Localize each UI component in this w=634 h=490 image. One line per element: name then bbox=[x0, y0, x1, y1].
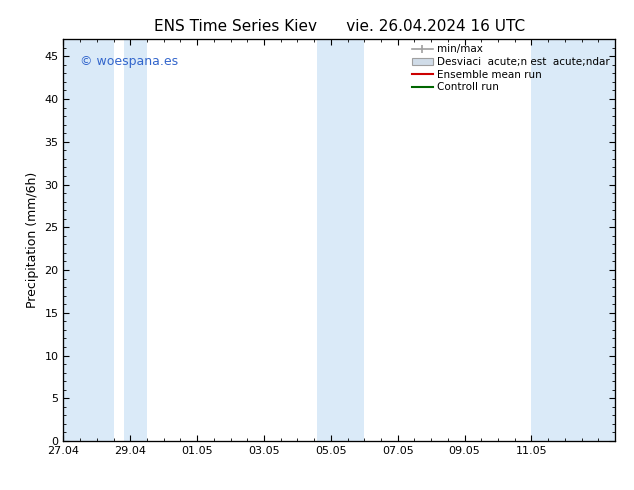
Bar bbox=[318, 39, 365, 441]
Bar bbox=[124, 39, 147, 441]
Y-axis label: Precipitation (mm/6h): Precipitation (mm/6h) bbox=[26, 172, 39, 308]
Bar bbox=[531, 39, 615, 441]
Legend: min/max, Desviaci  acute;n est  acute;ndar, Ensemble mean run, Controll run: min/max, Desviaci acute;n est acute;ndar… bbox=[410, 42, 612, 94]
Bar bbox=[63, 39, 113, 441]
Text: © woespana.es: © woespana.es bbox=[80, 55, 178, 68]
Title: ENS Time Series Kiev      vie. 26.04.2024 16 UTC: ENS Time Series Kiev vie. 26.04.2024 16 … bbox=[153, 19, 525, 34]
